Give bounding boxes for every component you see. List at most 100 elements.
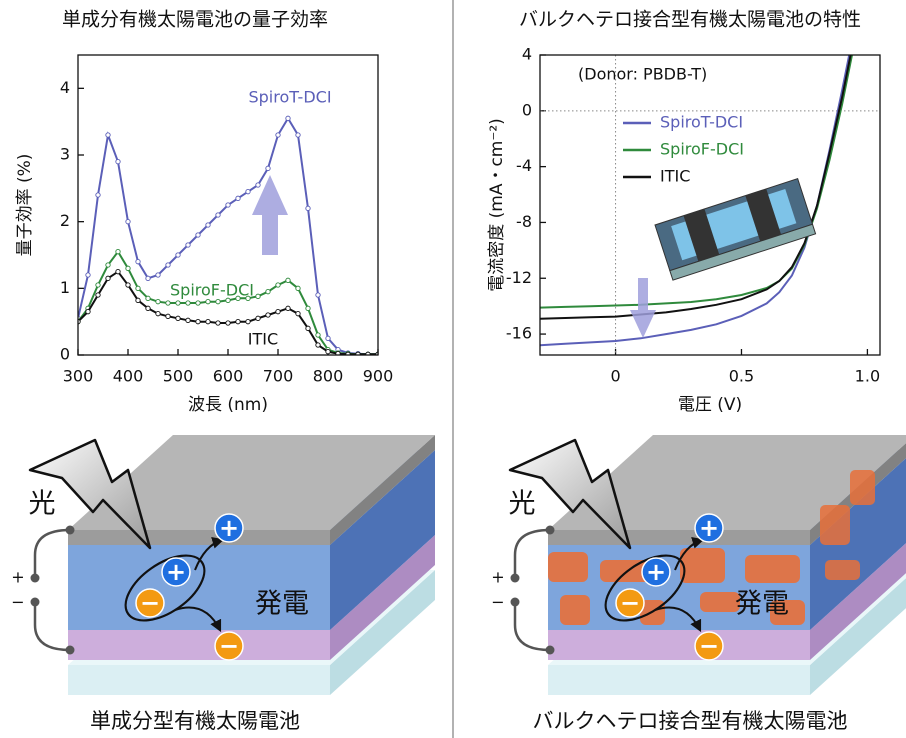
data-point: [295, 285, 301, 291]
legend-label: SpiroT-DCI: [660, 113, 743, 132]
data-point: [185, 317, 191, 323]
y-tick-label: 1: [60, 278, 70, 297]
terminal: [65, 645, 75, 655]
terminal: [545, 525, 555, 535]
device-inset: [654, 178, 817, 281]
donor-domain: [548, 552, 588, 582]
hole-path: [194, 536, 225, 571]
data-point: [105, 132, 111, 138]
electron-sign: −: [699, 632, 719, 660]
data-point: [125, 265, 131, 271]
circuit-wire: [33, 528, 71, 652]
terminal: [545, 645, 555, 655]
data-point: [305, 205, 311, 211]
light-label: 光: [509, 489, 536, 520]
hole: [694, 513, 724, 543]
data-point: [145, 305, 151, 311]
data-point: [285, 115, 291, 121]
legend-label: SpiroF-DCI: [660, 140, 744, 159]
exciton: [604, 554, 686, 622]
x-tick-label: 1.0: [855, 367, 880, 386]
device-electrode: [683, 208, 720, 262]
data-point: [145, 295, 151, 301]
electron: [135, 588, 165, 618]
plot-area: [78, 115, 378, 355]
chart-title: バルクヘテロ接合型有機太陽電池の特性: [519, 9, 861, 31]
circuit-wire: [513, 528, 551, 652]
y-tick-label: 3: [60, 145, 70, 164]
plot-frame: [77, 54, 379, 356]
hole: [161, 557, 191, 587]
data-point: [235, 195, 241, 201]
terminal: [30, 573, 40, 583]
x-tick-label: 0: [610, 367, 620, 386]
series-label: SpiroF-DCI: [170, 281, 254, 300]
electron: [615, 588, 645, 618]
data-point: [345, 351, 351, 355]
layer-front: [68, 530, 330, 545]
layer-front: [68, 630, 330, 660]
data-point: [95, 192, 101, 198]
data-point: [255, 293, 261, 299]
layer-front: [68, 665, 330, 695]
data-point: [165, 262, 171, 268]
layer-side: [810, 578, 906, 695]
x-tick-label: 0.5: [729, 367, 754, 386]
data-point: [245, 319, 251, 325]
x-tick-label: 900: [363, 367, 394, 386]
y-tick-label: -16: [506, 324, 532, 343]
x-axis-label: 波長 (nm): [188, 395, 268, 415]
donor-domain: [820, 505, 850, 545]
layer-side: [810, 543, 906, 660]
layer-side: [330, 535, 435, 660]
light-label: 光: [29, 489, 56, 520]
series-label: ITIC: [248, 330, 278, 349]
layer-front: [548, 665, 810, 695]
hole-path: [674, 536, 705, 571]
data-point: [175, 300, 181, 306]
series-line: [540, 55, 854, 309]
data-point: [245, 189, 251, 195]
hole-sign: +: [166, 558, 186, 586]
hole-sign: +: [219, 514, 239, 542]
data-point: [275, 132, 281, 138]
data-point: [215, 320, 221, 326]
data-point: [195, 319, 201, 325]
x-tick-label: 700: [263, 367, 294, 386]
electron-sign: −: [140, 589, 160, 617]
power-label: 発電: [255, 589, 309, 620]
exciton: [124, 554, 206, 622]
data-point: [105, 275, 111, 281]
data-point: [115, 249, 121, 255]
terminal: [30, 597, 40, 607]
data-point: [205, 222, 211, 228]
data-point: [175, 315, 181, 321]
terminal: [65, 525, 75, 535]
terminal: [510, 597, 520, 607]
y-tick-label: 4: [522, 45, 532, 64]
donor-domain: [770, 600, 805, 625]
data-point: [225, 297, 231, 303]
data-point: [315, 332, 321, 338]
data-point: [125, 282, 131, 288]
data-point: [135, 259, 141, 265]
data-point: [265, 289, 271, 295]
data-point: [325, 335, 331, 341]
lightning: [508, 438, 632, 550]
data-point: [225, 202, 231, 208]
series-line: [78, 249, 378, 355]
data-point: [105, 262, 111, 268]
series-label: SpiroT-DCI: [248, 88, 331, 107]
hole-sign: +: [646, 558, 666, 586]
data-point: [245, 295, 251, 301]
data-point: [125, 219, 131, 225]
hole-sign: +: [699, 514, 719, 542]
data-point: [175, 252, 181, 258]
data-point: [285, 277, 291, 283]
layer-side: [810, 458, 906, 630]
y-tick-label: 2: [60, 211, 70, 230]
data-point: [155, 272, 161, 278]
data-point: [295, 132, 301, 138]
terminal: [510, 573, 520, 583]
